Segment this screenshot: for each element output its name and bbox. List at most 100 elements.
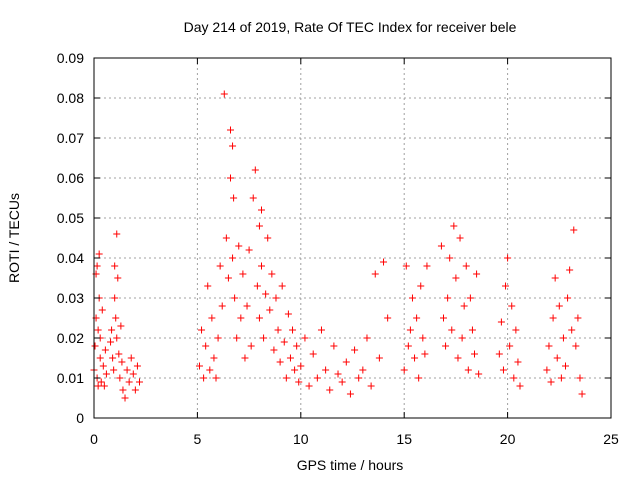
data-point xyxy=(93,262,101,270)
data-point xyxy=(516,382,524,390)
data-point xyxy=(404,342,412,350)
data-point xyxy=(119,386,127,394)
data-point xyxy=(91,342,99,350)
data-point xyxy=(460,302,468,310)
data-point xyxy=(272,294,280,302)
data-point xyxy=(471,350,479,358)
y-tick-label: 0.01 xyxy=(57,370,84,386)
data-point xyxy=(456,234,464,242)
data-point xyxy=(251,166,259,174)
data-point xyxy=(448,326,456,334)
data-point xyxy=(466,294,474,302)
data-point xyxy=(504,254,512,262)
data-point xyxy=(101,346,109,354)
data-point xyxy=(568,326,576,334)
data-point xyxy=(280,338,288,346)
data-point xyxy=(576,374,584,382)
data-point xyxy=(547,378,555,386)
data-point xyxy=(255,314,263,322)
data-point xyxy=(408,294,416,302)
data-point xyxy=(549,314,557,322)
data-point xyxy=(415,374,423,382)
data-point xyxy=(231,294,239,302)
data-point xyxy=(475,370,483,378)
data-point xyxy=(464,366,472,374)
y-tick-label: 0.05 xyxy=(57,210,84,226)
data-point xyxy=(206,366,214,374)
data-point xyxy=(235,242,243,250)
data-point xyxy=(100,382,108,390)
data-point xyxy=(131,386,139,394)
data-point xyxy=(123,366,131,374)
data-point xyxy=(454,354,462,362)
grid xyxy=(94,58,611,418)
data-point xyxy=(305,382,313,390)
data-point xyxy=(437,242,445,250)
data-point xyxy=(384,314,392,322)
y-tick-label: 0.04 xyxy=(57,250,84,266)
data-point xyxy=(198,326,206,334)
data-point xyxy=(551,274,559,282)
data-point xyxy=(125,378,133,386)
data-point xyxy=(293,342,301,350)
data-point xyxy=(421,350,429,358)
data-point xyxy=(113,334,121,342)
data-point xyxy=(97,378,105,386)
data-point xyxy=(351,346,359,354)
data-point xyxy=(452,274,460,282)
data-point xyxy=(114,274,122,282)
data-point xyxy=(102,370,110,378)
data-point xyxy=(113,230,121,238)
data-point xyxy=(367,382,375,390)
data-point xyxy=(553,354,561,362)
data-point xyxy=(400,366,408,374)
data-point xyxy=(557,374,565,382)
data-point xyxy=(506,342,514,350)
y-tick-label: 0 xyxy=(76,410,84,426)
data-point xyxy=(423,262,431,270)
data-point xyxy=(295,378,303,386)
data-point xyxy=(555,302,563,310)
data-point xyxy=(317,326,325,334)
x-tick-label: 0 xyxy=(90,431,98,447)
data-point xyxy=(338,378,346,386)
data-point xyxy=(578,390,586,398)
data-point xyxy=(127,354,135,362)
data-point xyxy=(458,334,466,342)
data-point xyxy=(359,366,367,374)
data-point xyxy=(117,322,125,330)
data-point xyxy=(260,334,268,342)
data-point xyxy=(322,366,330,374)
data-point xyxy=(326,386,334,394)
data-point xyxy=(108,326,116,334)
data-point xyxy=(297,362,305,370)
data-point xyxy=(241,354,249,362)
data-point xyxy=(226,174,234,182)
data-point xyxy=(200,374,208,382)
data-point xyxy=(508,302,516,310)
x-tick-label: 20 xyxy=(500,431,516,447)
x-tick-label: 10 xyxy=(293,431,309,447)
data-point xyxy=(107,338,115,346)
data-point xyxy=(406,326,414,334)
data-point xyxy=(330,342,338,350)
data-point xyxy=(111,262,119,270)
y-tick-label: 0.06 xyxy=(57,170,84,186)
data-point xyxy=(313,374,321,382)
data-point xyxy=(266,306,274,314)
data-point xyxy=(284,310,292,318)
data-point xyxy=(276,358,284,366)
data-point xyxy=(118,358,126,366)
data-point xyxy=(566,266,574,274)
data-point xyxy=(442,342,450,350)
data-point xyxy=(446,254,454,262)
data-point xyxy=(94,382,102,390)
data-point xyxy=(543,366,551,374)
data-point xyxy=(402,262,410,270)
data-point xyxy=(258,206,266,214)
data-point xyxy=(129,370,137,378)
data-point xyxy=(444,294,452,302)
data-point xyxy=(218,302,226,310)
data-point xyxy=(247,342,255,350)
data-point xyxy=(286,354,294,362)
